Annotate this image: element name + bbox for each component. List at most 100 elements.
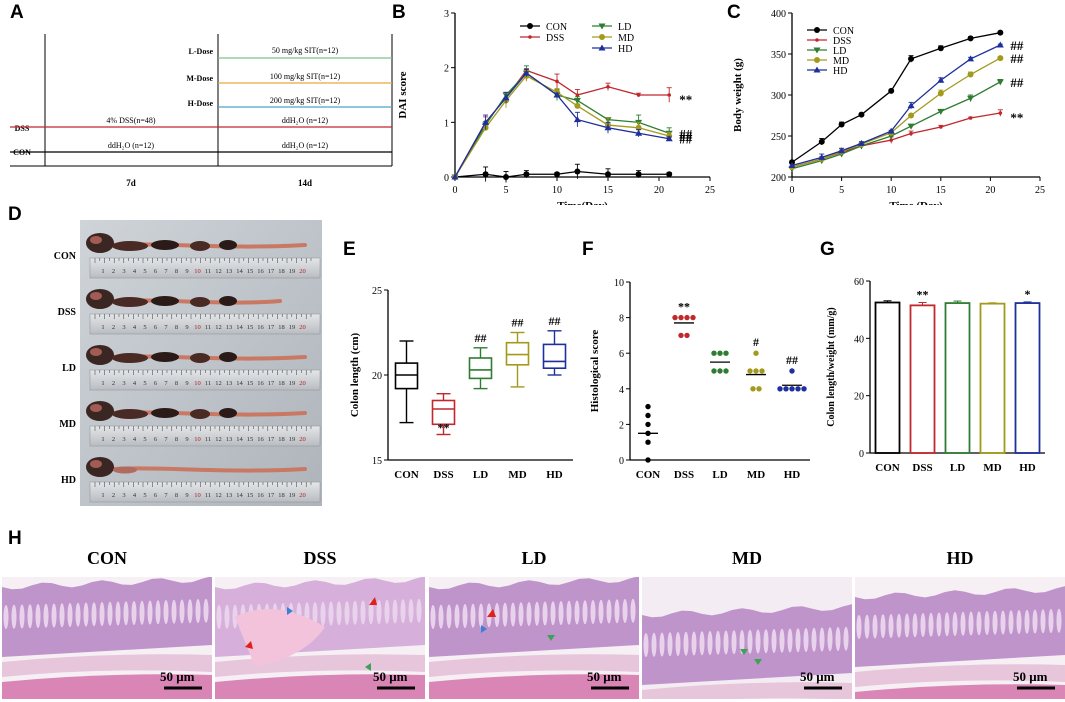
data-point-con [645, 439, 651, 445]
marker-con [503, 174, 509, 180]
marker-md [574, 102, 581, 109]
crypt [416, 598, 422, 623]
ruler-number: 14 [236, 436, 243, 443]
crypt [550, 601, 556, 626]
cecum [86, 289, 114, 309]
data-point-dss [690, 314, 696, 321]
colon-feces-segment [219, 352, 237, 362]
crypt [400, 599, 406, 624]
ruler-number: 7 [164, 268, 168, 275]
x-category-con: CON [394, 469, 419, 481]
data-point-hd [795, 386, 801, 392]
marker-hd [857, 139, 865, 146]
x-tick-label: 0 [453, 185, 458, 196]
ruler-number: 11 [205, 324, 211, 331]
ruler-number: 1 [101, 324, 104, 331]
data-point-md [753, 350, 759, 356]
crypt [667, 632, 673, 657]
marker-ld [573, 97, 581, 104]
crypt [526, 602, 532, 626]
significance-mark-ld: ## [679, 126, 693, 141]
data-point-dss [678, 332, 684, 339]
ruler-number: 8 [175, 324, 178, 331]
marker-hd [907, 102, 915, 109]
histology-ld: 50 μm [429, 577, 639, 699]
ulcer-area [235, 609, 325, 667]
marker-md [937, 90, 944, 97]
scale-bar-label: 50 μm [1013, 669, 1048, 684]
marker-md [997, 55, 1004, 62]
data-point-dss [684, 332, 690, 339]
mucosa-layer [2, 577, 212, 657]
significance-mark-hd: ## [679, 132, 693, 147]
marker-hd [635, 129, 643, 136]
ruler-number: 9 [185, 380, 188, 387]
histo-title-ld: LD [521, 548, 547, 568]
colon-label-hd: HD [61, 475, 76, 486]
ruler-number: 13 [226, 324, 233, 331]
colon-feces-segment [112, 297, 148, 307]
colon-feces-segment [112, 353, 148, 363]
group-ldose: L-Dose [189, 47, 214, 56]
ruler-number: 20 [299, 492, 306, 499]
y-tick-label: 15 [372, 456, 382, 467]
crypt [936, 612, 942, 637]
x-tick-label: 15 [936, 185, 946, 196]
colon-feces-segment [219, 240, 237, 250]
y-axis-label: DAI score [397, 71, 409, 118]
period-14d: 14d [298, 178, 312, 188]
ruler-number: 14 [236, 268, 243, 275]
crypt [1032, 609, 1038, 634]
significance-md: # [753, 335, 759, 349]
ruler-number: 2 [112, 380, 115, 387]
y-axis-label: Colon length (cm) [349, 333, 361, 418]
crypt [518, 602, 524, 627]
crypt [187, 599, 193, 624]
marker-con [635, 171, 642, 178]
crypt [1000, 610, 1006, 635]
ruler-number: 8 [175, 436, 178, 443]
crypt [195, 599, 201, 623]
crypt [83, 602, 89, 627]
marker-hd [665, 135, 673, 142]
marker-dss [998, 111, 1003, 115]
significance-mark-dss: ** [1010, 110, 1023, 125]
ruler-number: 15 [247, 380, 254, 387]
ruler-number: 19 [289, 436, 296, 443]
crypt [27, 604, 33, 629]
crypt [582, 600, 588, 625]
crypt [904, 613, 910, 638]
panel-a-design: L-Dose 50 mg/kg SIT(n=12) M-Dose 100 mg/… [10, 34, 393, 188]
crypt [598, 599, 604, 624]
legend-label-con: CON [833, 26, 854, 37]
ruler-number: 10 [194, 324, 201, 331]
arrow-red [245, 641, 253, 649]
ruler-number: 20 [299, 268, 306, 275]
ruler-number: 4 [133, 324, 137, 331]
ruler [89, 313, 321, 335]
x-tick-label: 0 [790, 185, 795, 196]
crypt [843, 626, 849, 651]
y-tick-label: 60 [854, 277, 864, 288]
group-hdose: H-Dose [188, 99, 214, 108]
ruler-number: 4 [133, 380, 137, 387]
ruler-number: 10 [194, 380, 201, 387]
marker-con [605, 171, 611, 178]
ruler-number: 9 [185, 324, 188, 331]
crypt [779, 628, 785, 653]
legend-label-hd: HD [833, 66, 847, 77]
crypt [558, 601, 564, 625]
ruler-number: 1 [101, 268, 104, 275]
data-point-hd [789, 368, 795, 374]
box-dss [431, 399, 456, 426]
ruler-number: 20 [299, 436, 306, 443]
bar-con [874, 301, 901, 454]
ruler-number: 19 [289, 268, 296, 275]
marker-con [666, 171, 673, 178]
crypt [1056, 608, 1062, 633]
y-axis-label: Body weight (g) [732, 58, 744, 132]
muscle-layer [215, 674, 425, 699]
marker-hd [522, 69, 530, 76]
crypt [123, 601, 129, 626]
marker-hd [451, 173, 459, 180]
